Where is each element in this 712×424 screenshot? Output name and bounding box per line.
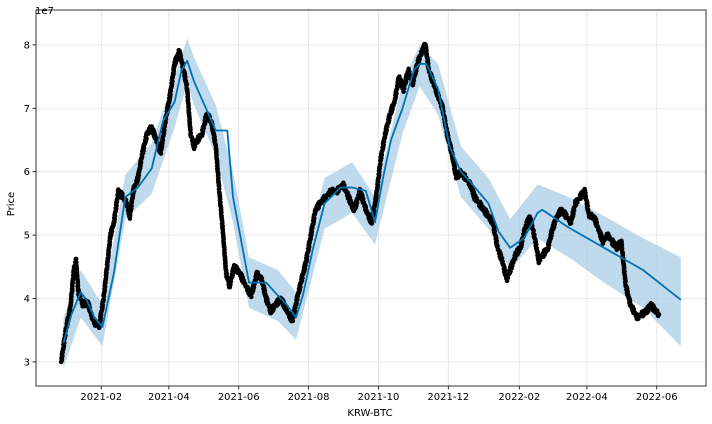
x-tick-label: 2021-04	[148, 392, 190, 403]
x-tick-label: 2021-12	[427, 392, 469, 403]
y-tick-label: 8	[24, 40, 30, 51]
x-axis-ticks: 2021-02 2021-04 2021-06 2021-08 2021-10 2021-…	[80, 386, 678, 403]
uncertainty-band	[63, 38, 681, 369]
y-tick-label: 6	[24, 167, 30, 178]
uncertainty-band-area	[63, 38, 681, 369]
y-axis-scale-label: 1e7	[35, 6, 54, 17]
y-tick-label: 4	[24, 294, 30, 305]
forecast-line-group	[62, 59, 682, 344]
forecast-line	[62, 59, 682, 344]
x-axis-label: KRW-BTC	[347, 408, 392, 419]
observed-point-markers	[58, 41, 662, 365]
x-tick-label: 2022-06	[636, 392, 678, 403]
x-tick-label: 2021-06	[218, 392, 260, 403]
plot-frame	[35, 9, 707, 387]
y-tick-label: 5	[24, 231, 30, 242]
y-tick-label: 3	[24, 357, 30, 368]
x-tick-label: 2021-10	[358, 392, 400, 403]
y-tick-label: 7	[24, 104, 30, 115]
x-tick-label: 2022-02	[498, 392, 540, 403]
x-tick-label: 2021-02	[80, 392, 122, 403]
y-axis-ticks: 3 4 5 6 7 8	[24, 40, 36, 368]
grid-lines	[36, 10, 706, 386]
x-tick-label: 2022-04	[566, 392, 608, 403]
y-axis-label: Price	[6, 192, 17, 216]
x-tick-label: 2021-08	[288, 392, 330, 403]
observed-points	[58, 41, 662, 365]
